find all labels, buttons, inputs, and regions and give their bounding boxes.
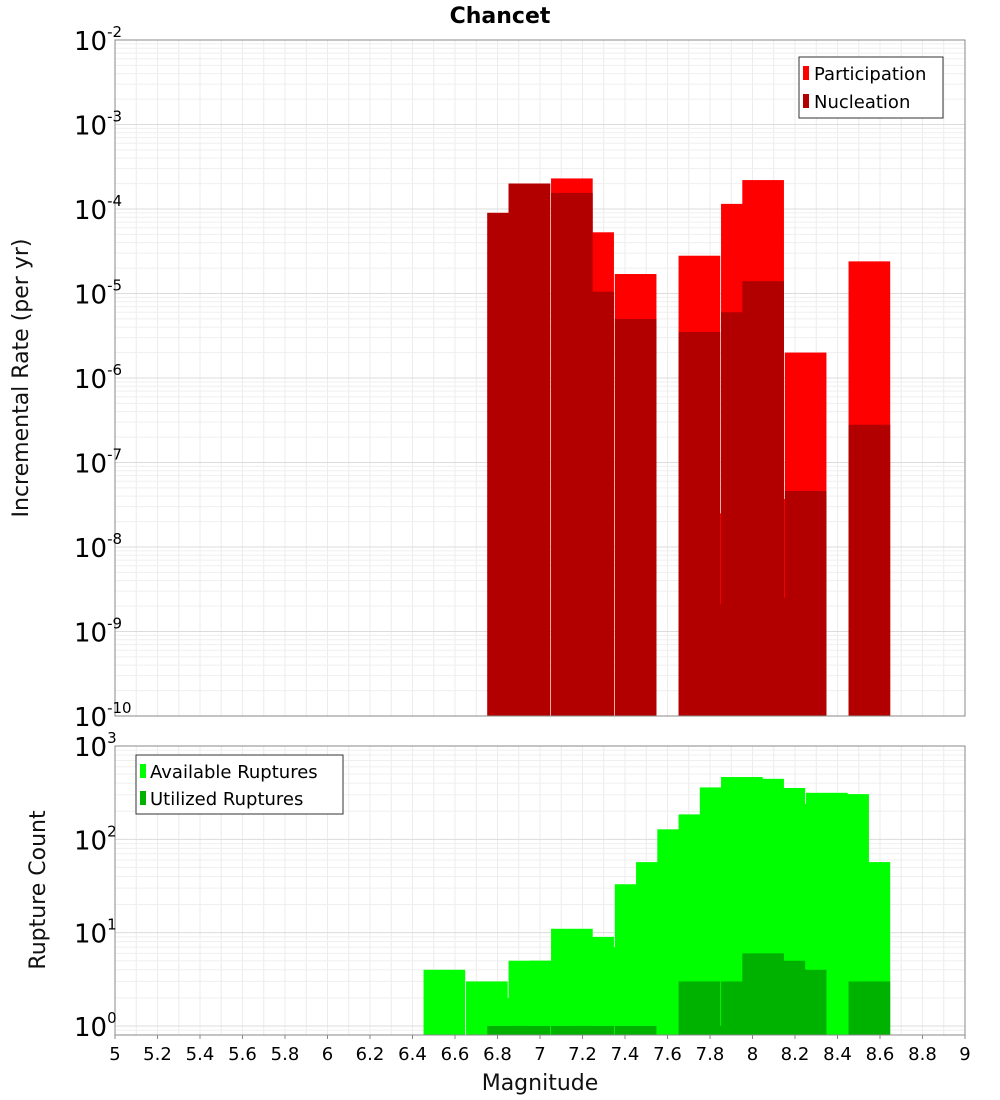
x-tick-label: 8 [747, 1044, 758, 1065]
rate-panel: 10-10 10-9 10-8 10-7 10-6 10-5 10-4 10-3 10-2 In… [9, 23, 966, 733]
count-bar-utilized-ruptures [784, 969, 827, 1035]
x-tick-label: 8.6 [866, 1044, 895, 1065]
x-axis-title: Magnitude [482, 1071, 599, 1096]
x-tick-label: 8.2 [781, 1044, 810, 1065]
count-legend-box [135, 754, 344, 815]
count-y-tick-label: 102 [74, 822, 117, 856]
rate-bars [487, 178, 891, 717]
rate-y-tick-label: 10-6 [74, 361, 122, 395]
legend-participation-swatch [803, 66, 809, 80]
rate-bar-nucleation [508, 183, 551, 716]
legend-participation-label: Participation [814, 64, 926, 85]
rate-y-tick-label: 10-3 [74, 108, 122, 142]
count-y-axis-title: Rupture Count [26, 810, 51, 970]
rate-y-tick-label: 10-10 [74, 699, 132, 733]
x-tick-label: 7.2 [568, 1044, 597, 1065]
rate-bar-nucleation [614, 318, 657, 716]
count-x-ticks: 5 5.2 5.4 5.6 5.8 6 6.2 6.4 6.6 6.8 7 7.2 7.4 7.6 7.8 8… [109, 1035, 971, 1065]
count-y-tick-label: 101 [74, 916, 117, 950]
legend-nucleation-label: Nucleation [814, 92, 910, 113]
x-tick-label: 7.6 [653, 1044, 682, 1065]
count-bar-utilized-ruptures [487, 1025, 529, 1035]
count-panel: 100 101 102 103 5 5.2 5.4 5.6 5.8 6 6.2 6.4 6.6 6.8 7… [26, 729, 971, 1096]
x-tick-label: 9 [959, 1044, 970, 1065]
x-tick-label: 6.8 [483, 1044, 512, 1065]
x-tick-label: 7.4 [611, 1044, 640, 1065]
count-y-tick-label: 103 [74, 729, 117, 763]
count-y-ticks: 100 101 102 103 [74, 729, 117, 1043]
chart-title: Chancet [450, 4, 551, 29]
rate-bar-nucleation [784, 490, 827, 716]
count-bar-utilized-ruptures [614, 1025, 657, 1035]
count-bars [423, 777, 891, 1035]
legend-available-swatch [140, 764, 146, 778]
rate-y-tick-label: 10-9 [74, 615, 122, 649]
count-y-tick-label: 100 [74, 1009, 117, 1043]
x-tick-label: 5.4 [186, 1044, 215, 1065]
legend-available-label: Available Ruptures [150, 762, 318, 783]
count-bar-available-ruptures [423, 969, 466, 1035]
count-bar-utilized-ruptures [551, 1025, 593, 1035]
count-legend: Available Ruptures Utilized Ruptures [135, 754, 344, 815]
rate-bar-nucleation [848, 424, 891, 716]
rate-y-tick-label: 10-7 [74, 446, 122, 480]
x-tick-label: 5.2 [143, 1044, 172, 1065]
rate-legend: Participation Nucleation [798, 56, 944, 119]
x-tick-label: 7.8 [696, 1044, 725, 1065]
rate-y-tick-label: 10-5 [74, 277, 122, 311]
legend-utilized-swatch [140, 791, 146, 805]
legend-nucleation-swatch [803, 94, 809, 108]
count-bar-utilized-ruptures [508, 1025, 551, 1035]
x-tick-label: 5 [109, 1044, 120, 1065]
rate-bar-nucleation [572, 291, 614, 716]
rate-y-tick-label: 10-8 [74, 530, 122, 564]
legend-utilized-label: Utilized Ruptures [150, 789, 303, 810]
rate-plot-border [114, 39, 966, 717]
x-tick-label: 6.4 [398, 1044, 427, 1065]
rate-y-ticks: 10-10 10-9 10-8 10-7 10-6 10-5 10-4 10-3 10-2 [74, 23, 132, 733]
x-tick-label: 5.8 [271, 1044, 300, 1065]
x-tick-label: 6 [322, 1044, 333, 1065]
x-tick-label: 5.6 [228, 1044, 257, 1065]
rate-legend-box [798, 56, 944, 119]
x-tick-label: 8.4 [823, 1044, 852, 1065]
count-bar-utilized-ruptures [699, 1025, 742, 1035]
count-bar-utilized-ruptures [572, 1025, 614, 1035]
x-tick-label: 8.8 [908, 1044, 937, 1065]
x-tick-label: 6.2 [356, 1044, 385, 1065]
x-tick-label: 7 [534, 1044, 545, 1065]
x-tick-label: 6.6 [441, 1044, 470, 1065]
rate-y-tick-label: 10-4 [74, 192, 122, 226]
count-bar-utilized-ruptures [848, 981, 891, 1035]
rate-y-axis-title: Incremental Rate (per yr) [9, 239, 34, 518]
rate-y-tick-label: 10-2 [74, 23, 122, 57]
